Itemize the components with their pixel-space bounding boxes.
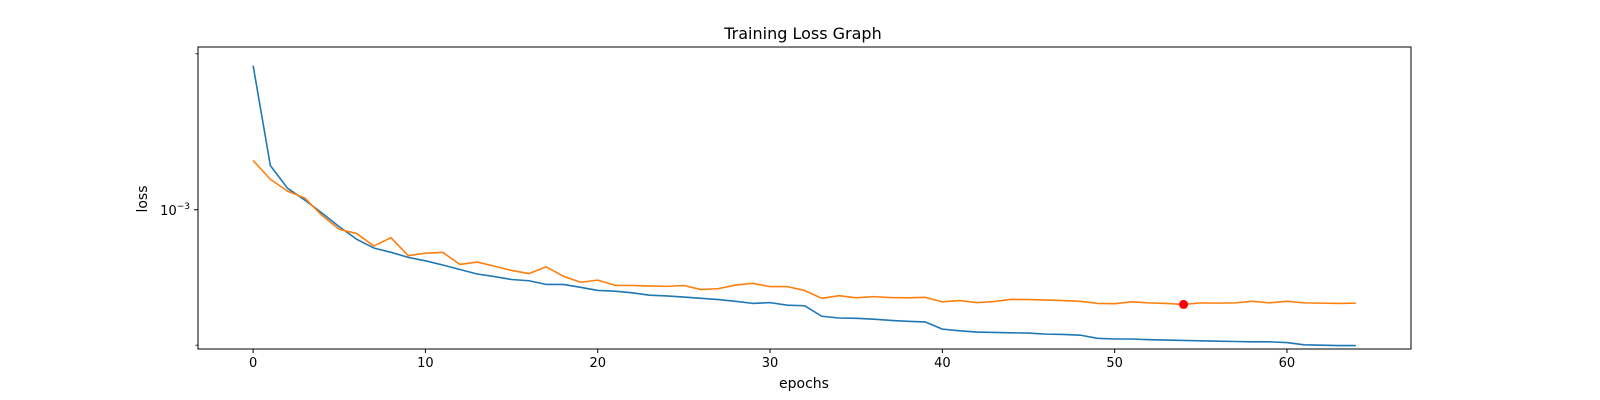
x-tick-label: 40 xyxy=(934,356,951,371)
x-tick-label: 50 xyxy=(1106,356,1123,371)
x-tick-label: 20 xyxy=(589,356,606,371)
x-axis: 0 10 20 30 40 50 60 xyxy=(249,349,1295,371)
y-axis-label: loss xyxy=(135,185,151,212)
plot-frame xyxy=(197,46,1412,350)
highlight-point xyxy=(1179,299,1189,309)
x-axis-label: epochs xyxy=(779,376,829,392)
y-tick-label: 10−3 xyxy=(160,202,190,219)
x-tick-label: 0 xyxy=(249,356,257,371)
plot-area xyxy=(252,65,1356,347)
x-tick-label: 30 xyxy=(762,356,779,371)
chart-title: Training Loss Graph xyxy=(723,24,881,43)
series-line-2 xyxy=(252,159,1356,306)
x-tick-label: 10 xyxy=(417,356,434,371)
y-axis: 10−3 xyxy=(160,53,198,346)
x-tick-label: 60 xyxy=(1279,356,1296,371)
series-line-1 xyxy=(252,65,1356,347)
